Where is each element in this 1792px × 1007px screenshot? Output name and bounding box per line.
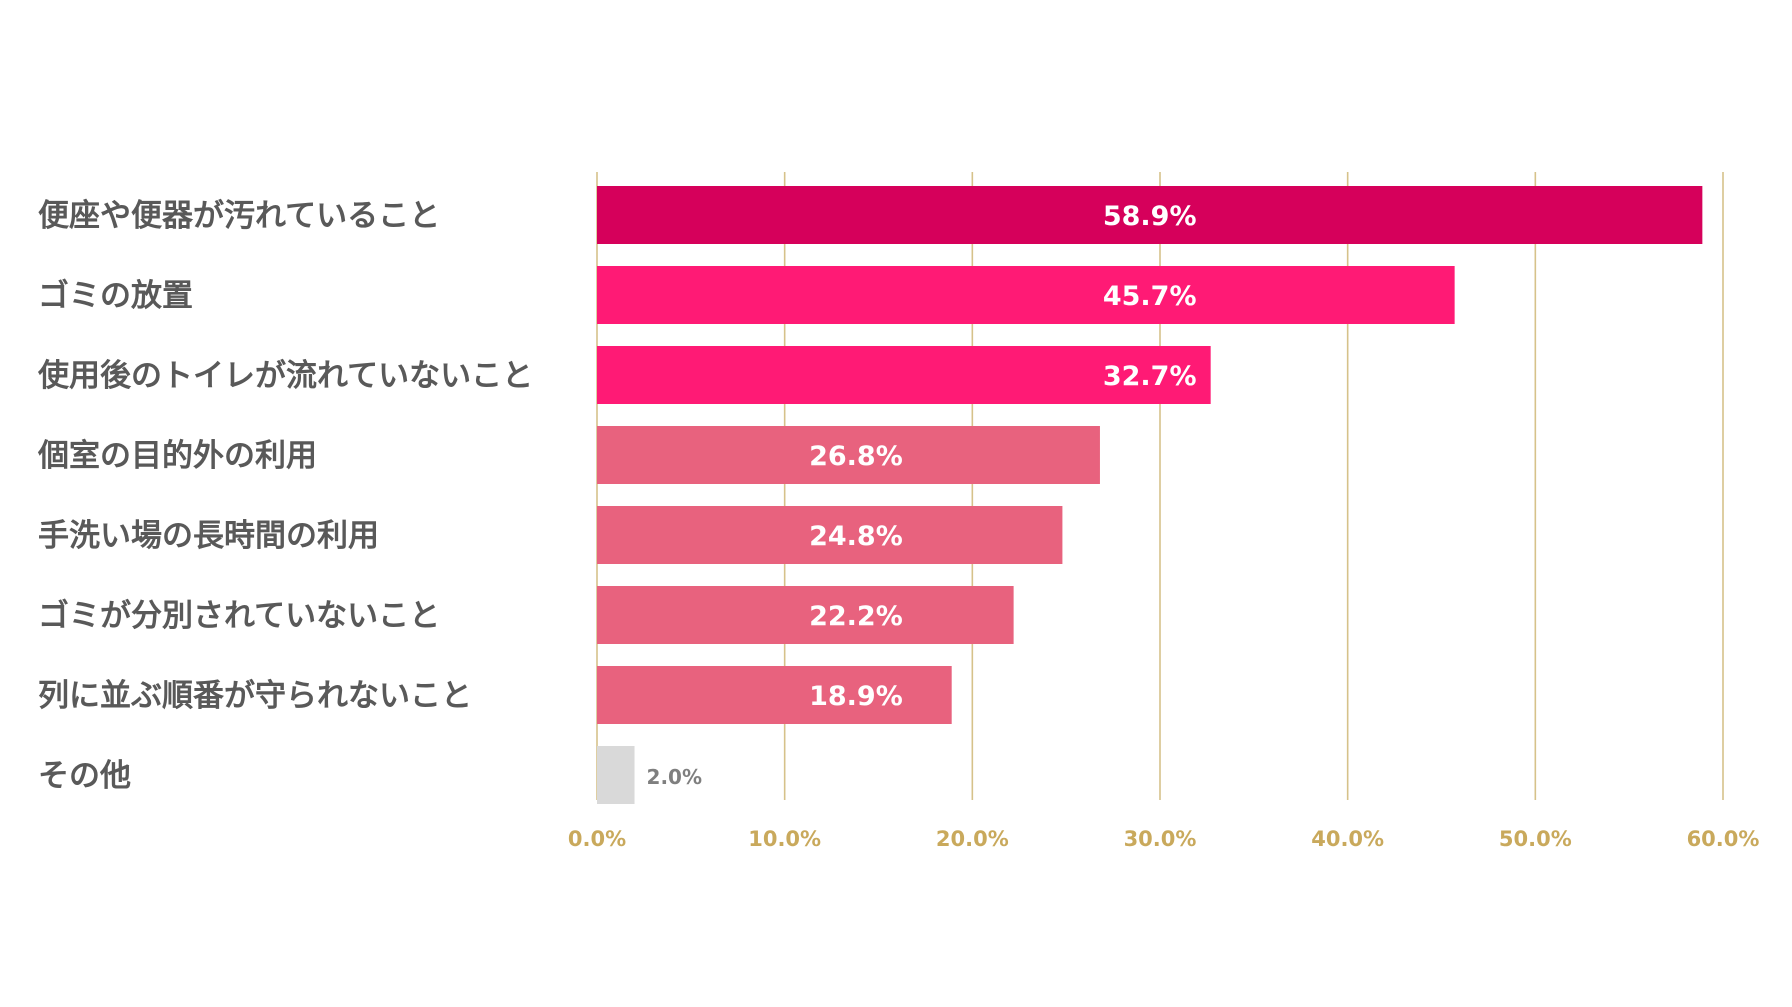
category-label: 手洗い場の長時間の利用 xyxy=(38,518,379,554)
bar xyxy=(597,586,1014,644)
category-label: その他 xyxy=(38,758,131,794)
category-label: 便座や便器が汚れていること xyxy=(38,198,440,234)
bar xyxy=(597,186,1703,244)
bar xyxy=(597,506,1063,564)
bar xyxy=(597,266,1455,324)
x-tick-label: 50.0% xyxy=(1499,827,1572,851)
x-tick-label: 60.0% xyxy=(1687,827,1760,851)
data-label: 26.8% xyxy=(809,441,903,472)
x-tick-label: 10.0% xyxy=(748,827,821,851)
data-label: 2.0% xyxy=(647,765,702,789)
data-label: 45.7% xyxy=(1103,281,1197,312)
category-label: ゴミの放置 xyxy=(38,278,193,314)
x-tick-label: 20.0% xyxy=(936,827,1009,851)
category-labels: 便座や便器が汚れていることゴミの放置使用後のトイレが流れていないこと個室の目的外… xyxy=(37,198,533,794)
x-tick-label: 40.0% xyxy=(1311,827,1384,851)
bar xyxy=(597,346,1211,404)
data-label: 22.2% xyxy=(809,601,903,632)
data-label: 18.9% xyxy=(809,681,903,712)
category-label: 個室の目的外の利用 xyxy=(37,438,317,474)
data-label: 24.8% xyxy=(809,521,903,552)
bar xyxy=(597,746,635,804)
data-labels: 58.9% 45.7% 32.7% 26.8% 24.8% 22.2% 18.9% 2.0% xyxy=(647,201,1197,789)
category-label: ゴミが分別されていないこと xyxy=(38,598,440,634)
x-tick-label: 0.0% xyxy=(568,827,626,851)
category-label: 列に並ぶ順番が守られないこと xyxy=(38,678,472,714)
data-label: 58.9% xyxy=(1103,201,1197,232)
bars xyxy=(597,186,1703,804)
bar xyxy=(597,666,952,724)
x-tick-label: 30.0% xyxy=(1124,827,1197,851)
category-label: 使用後のトイレが流れていないこと xyxy=(37,358,533,394)
bar xyxy=(597,426,1100,484)
data-label: 32.7% xyxy=(1103,361,1197,392)
x-axis-tick-labels: 0.0% 10.0% 20.0% 30.0% 40.0% 50.0% 60.0% xyxy=(568,827,1760,851)
